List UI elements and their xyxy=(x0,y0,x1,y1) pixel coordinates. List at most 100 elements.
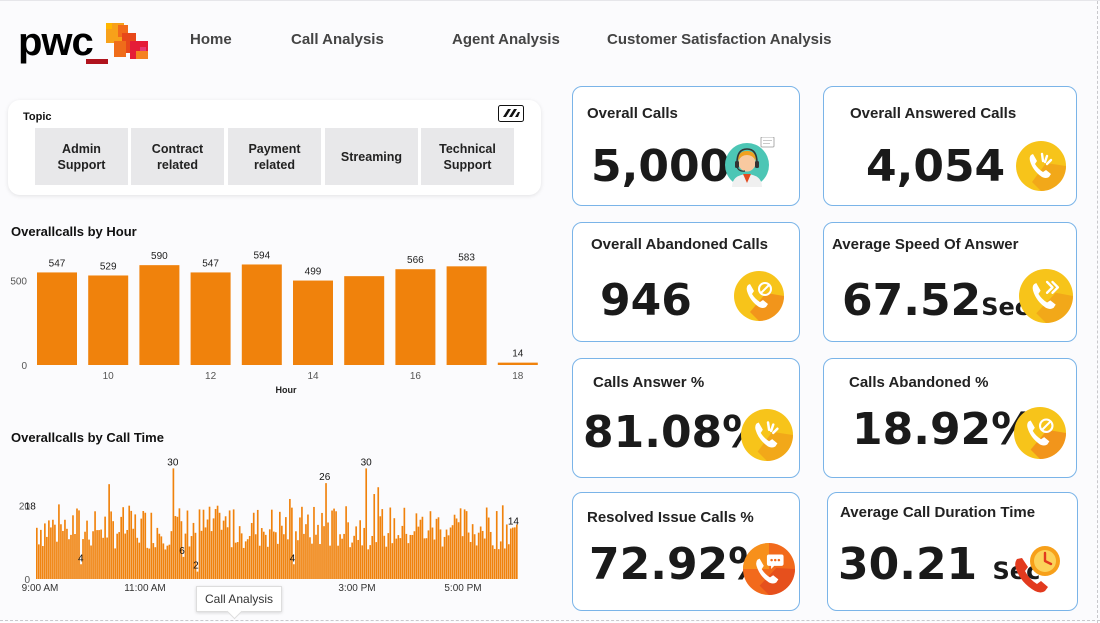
bar[interactable] xyxy=(176,516,179,579)
bar[interactable] xyxy=(305,524,307,579)
bar[interactable] xyxy=(379,516,382,579)
bar[interactable] xyxy=(347,522,349,579)
bar[interactable] xyxy=(513,527,516,579)
bar[interactable] xyxy=(429,511,432,579)
bar[interactable] xyxy=(463,509,466,579)
bar[interactable] xyxy=(130,510,133,579)
topic-payment-related[interactable]: Payment related xyxy=(228,128,321,185)
bar[interactable] xyxy=(387,533,390,579)
bar[interactable] xyxy=(325,483,327,579)
bar[interactable] xyxy=(244,541,247,579)
bar[interactable] xyxy=(427,530,430,579)
bar[interactable] xyxy=(96,530,98,579)
bar[interactable] xyxy=(192,522,195,579)
bar[interactable] xyxy=(90,545,92,579)
bar[interactable] xyxy=(134,514,137,579)
bar[interactable] xyxy=(507,544,510,579)
bar[interactable] xyxy=(307,514,309,579)
bar[interactable] xyxy=(182,556,185,579)
bar[interactable] xyxy=(495,511,498,579)
bar[interactable] xyxy=(262,531,265,579)
bar[interactable] xyxy=(419,519,422,579)
bar[interactable] xyxy=(283,534,285,579)
bar[interactable] xyxy=(37,272,77,365)
bar[interactable] xyxy=(136,537,139,579)
bar[interactable] xyxy=(435,518,438,579)
bar[interactable] xyxy=(212,518,215,579)
bar[interactable] xyxy=(241,264,282,365)
bar[interactable] xyxy=(417,526,420,579)
bar[interactable] xyxy=(220,529,223,579)
bar[interactable] xyxy=(124,533,127,579)
bar[interactable] xyxy=(329,545,331,579)
bar[interactable] xyxy=(447,535,450,579)
bar[interactable] xyxy=(369,545,372,579)
bar[interactable] xyxy=(449,527,452,579)
bar[interactable] xyxy=(120,516,123,579)
bar[interactable] xyxy=(446,266,487,365)
bar[interactable] xyxy=(475,545,478,579)
bar[interactable] xyxy=(351,542,353,579)
bar[interactable] xyxy=(142,511,145,579)
bar[interactable] xyxy=(196,571,199,579)
bar[interactable] xyxy=(242,547,245,579)
bar[interactable] xyxy=(453,514,456,579)
bar[interactable] xyxy=(303,533,305,579)
bar[interactable] xyxy=(391,543,394,579)
bar[interactable] xyxy=(357,539,359,579)
bar[interactable] xyxy=(481,530,484,579)
bar[interactable] xyxy=(301,506,303,579)
bar[interactable] xyxy=(361,545,364,579)
bar[interactable] xyxy=(128,505,131,579)
nav-home[interactable]: Home xyxy=(190,31,232,48)
bar[interactable] xyxy=(160,536,163,579)
bar[interactable] xyxy=(48,520,50,579)
bar[interactable] xyxy=(339,534,341,579)
bar[interactable] xyxy=(38,544,40,579)
bar[interactable] xyxy=(375,542,378,579)
bar[interactable] xyxy=(64,519,66,579)
bar[interactable] xyxy=(385,546,388,579)
bar[interactable] xyxy=(505,524,508,579)
bar[interactable] xyxy=(471,524,474,579)
bar[interactable] xyxy=(222,520,225,579)
bar[interactable] xyxy=(206,519,209,579)
bar[interactable] xyxy=(266,546,269,579)
bar[interactable] xyxy=(279,511,281,579)
bar[interactable] xyxy=(373,494,376,579)
bar[interactable] xyxy=(94,511,96,579)
bar[interactable] xyxy=(116,533,118,579)
bar[interactable] xyxy=(162,543,165,579)
bar[interactable] xyxy=(389,507,392,579)
bar[interactable] xyxy=(285,517,287,579)
bar[interactable] xyxy=(132,528,135,579)
bar[interactable] xyxy=(349,547,351,579)
bar[interactable] xyxy=(139,265,180,365)
topic-admin-support[interactable]: Admin Support xyxy=(35,128,128,185)
bar[interactable] xyxy=(421,516,424,579)
bar[interactable] xyxy=(184,533,187,579)
bar[interactable] xyxy=(381,509,384,579)
bar[interactable] xyxy=(214,509,217,579)
bar[interactable] xyxy=(166,545,169,579)
bar[interactable] xyxy=(218,512,221,579)
bar[interactable] xyxy=(311,543,313,579)
bar[interactable] xyxy=(465,511,468,579)
bar[interactable] xyxy=(405,533,408,579)
bar[interactable] xyxy=(299,517,301,579)
bar[interactable] xyxy=(431,527,434,579)
bar[interactable] xyxy=(238,526,241,579)
bar[interactable] xyxy=(58,504,60,579)
bar[interactable] xyxy=(415,513,418,579)
bar[interactable] xyxy=(323,526,325,579)
bar[interactable] xyxy=(250,522,253,579)
bar[interactable] xyxy=(455,518,458,579)
bar[interactable] xyxy=(66,528,68,579)
bar[interactable] xyxy=(80,564,82,579)
bar[interactable] xyxy=(210,531,213,579)
bar[interactable] xyxy=(104,516,106,579)
bar[interactable] xyxy=(274,532,277,579)
bar[interactable] xyxy=(110,511,112,579)
bar[interactable] xyxy=(88,539,90,579)
bar[interactable] xyxy=(82,539,84,579)
